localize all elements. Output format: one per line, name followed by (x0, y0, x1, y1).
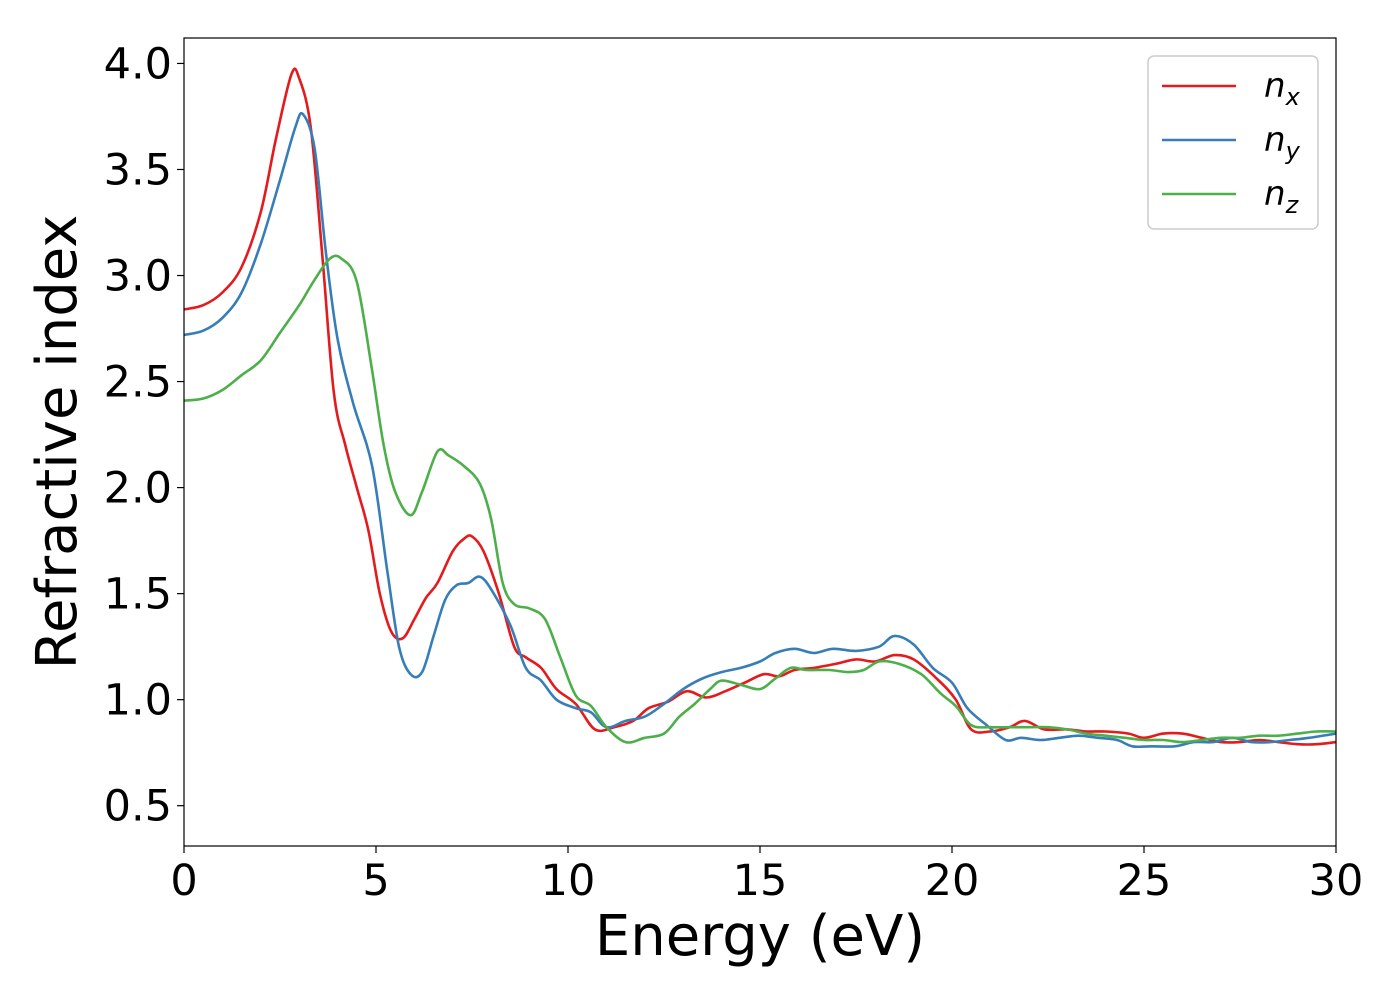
x-tick-label: 25 (1117, 856, 1172, 906)
plot-area (184, 38, 1336, 846)
x-axis-label: Energy (eV) (595, 904, 925, 969)
y-tick-label: 4.0 (104, 39, 172, 89)
legend-label-nz: nz (1264, 174, 1300, 219)
x-axis-ticks: 0 5 10 15 20 25 30 (170, 846, 1363, 906)
series-layer (184, 67, 1336, 749)
legend: nx ny nz (1147, 55, 1319, 230)
x-tick-label: 15 (733, 856, 788, 906)
legend-frame (1147, 55, 1319, 230)
x-tick-label: 20 (925, 856, 980, 906)
x-tick-label: 0 (170, 856, 197, 906)
y-tick-label: 0.5 (104, 782, 172, 832)
series-line-nz (184, 254, 1336, 744)
y-axis-label: Refractive index (25, 215, 90, 670)
y-axis-ticks: 0.5 1.0 1.5 2.0 2.5 3.0 3.5 4.0 (104, 39, 184, 832)
legend-label-ny: ny (1264, 120, 1301, 165)
y-tick-label: 3.5 (104, 145, 172, 195)
x-tick-label: 5 (362, 856, 389, 906)
legend-label-nx: nx (1264, 66, 1301, 111)
x-tick-label: 10 (541, 856, 596, 906)
y-tick-label: 2.0 (104, 464, 172, 514)
y-tick-label: 3.0 (104, 252, 172, 302)
series-line-ny (184, 111, 1336, 749)
y-tick-label: 1.0 (104, 676, 172, 726)
y-tick-label: 2.5 (104, 358, 172, 408)
y-tick-label: 1.5 (104, 570, 172, 620)
x-tick-label: 30 (1309, 856, 1364, 906)
